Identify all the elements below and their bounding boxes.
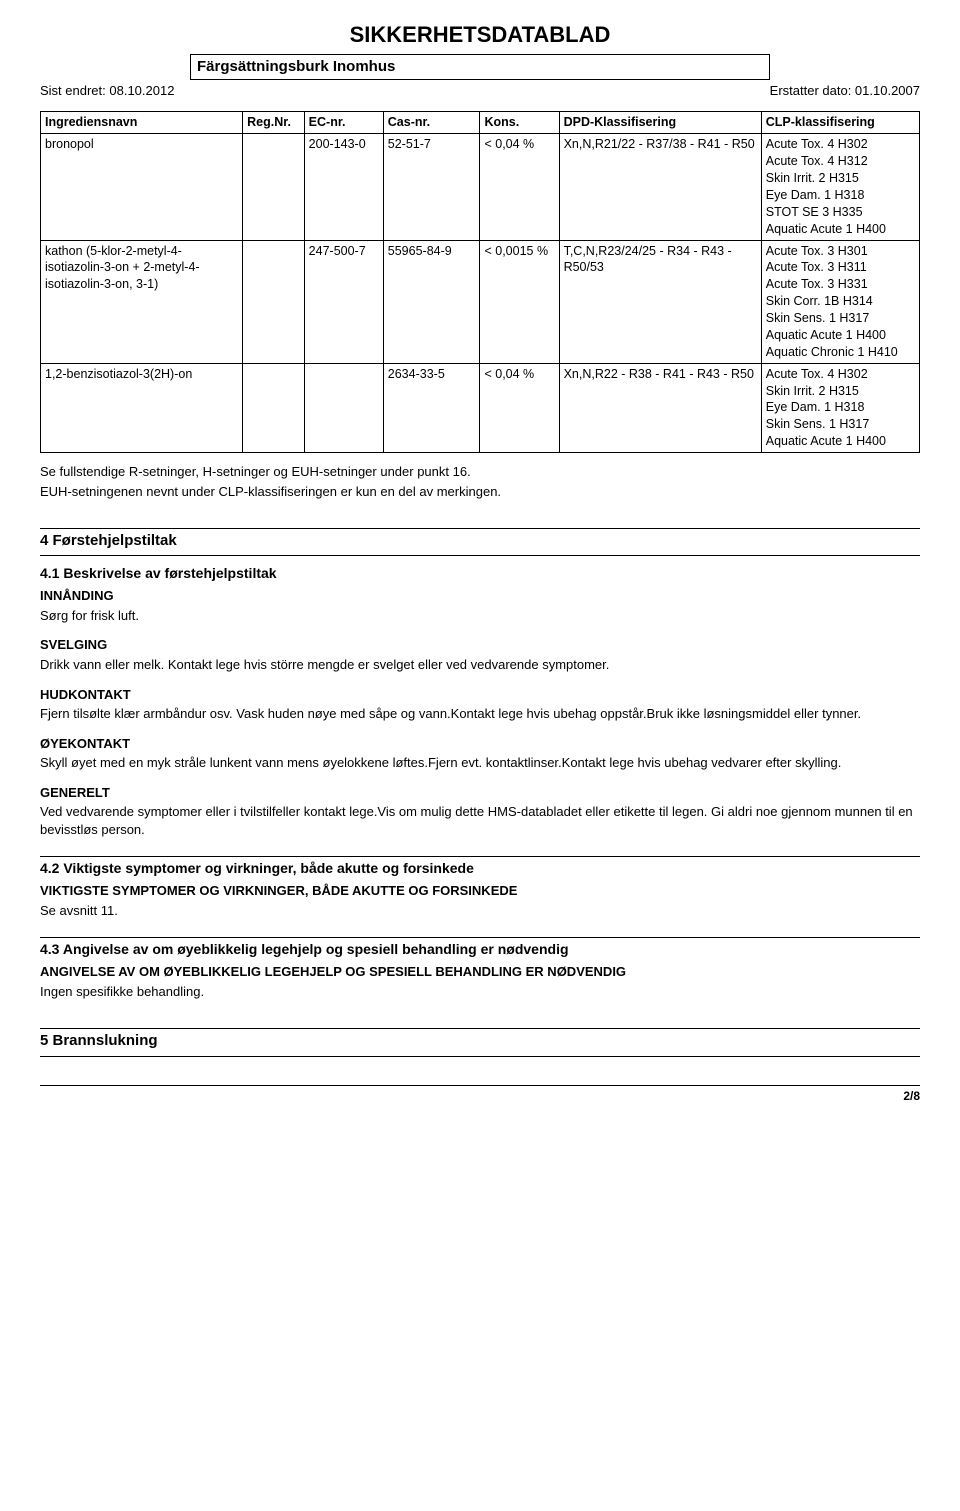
- table-cell-dpd: T,C,N,R23/24/25 - R34 - R43 - R50/53: [559, 240, 761, 363]
- divider: [40, 937, 920, 938]
- ingredients-table: Ingrediensnavn Reg.Nr. EC-nr. Cas-nr. Ko…: [40, 111, 920, 453]
- replaces-date: Erstatter dato: 01.10.2007: [770, 82, 920, 100]
- table-cell-reg: [243, 134, 305, 240]
- table-row: 1,2-benzisotiazol-3(2H)-on 2634-33-5< 0,0…: [41, 363, 920, 452]
- table-cell-kons: < 0,0015 %: [480, 240, 559, 363]
- document-title: SIKKERHETSDATABLAD: [40, 20, 920, 50]
- subtitle-box: Färgsättningsburk Inomhus: [190, 54, 770, 80]
- th-dpd: DPD-Klassifisering: [559, 112, 761, 134]
- generelt-heading: GENERELT: [40, 784, 920, 802]
- section-4-1-heading: 4.1 Beskrivelse av førstehjelpstiltak: [40, 564, 920, 583]
- innanding-heading: INNÅNDING: [40, 587, 920, 605]
- table-header-row: Ingrediensnavn Reg.Nr. EC-nr. Cas-nr. Ko…: [41, 112, 920, 134]
- th-clp: CLP-klassifisering: [761, 112, 919, 134]
- table-cell-clp: Acute Tox. 4 H302Skin Irrit. 2 H315Eye D…: [761, 363, 919, 452]
- product-name: Färgsättningsburk Inomhus: [197, 58, 395, 75]
- table-cell-clp: Acute Tox. 3 H301Acute Tox. 3 H311Acute …: [761, 240, 919, 363]
- table-cell-name: kathon (5-klor-2-metyl-4-isotiazolin-3-o…: [41, 240, 243, 363]
- section-4-2-sub: VIKTIGSTE SYMPTOMER OG VIRKNINGER, BÅDE …: [40, 882, 920, 900]
- table-cell-ec: 247-500-7: [304, 240, 383, 363]
- table-cell-dpd: Xn,N,R21/22 - R37/38 - R41 - R50: [559, 134, 761, 240]
- th-ec: EC-nr.: [304, 112, 383, 134]
- section-4-3-body: Ingen spesifikke behandling.: [40, 983, 920, 1001]
- section-4-2-heading: 4.2 Viktigste symptomer og virkninger, b…: [40, 859, 920, 878]
- innanding-text: Sørg for frisk luft.: [40, 607, 920, 625]
- divider: [40, 1056, 920, 1057]
- generelt-text: Ved vedvarende symptomer eller i tvilsti…: [40, 803, 920, 838]
- table-note-1: Se fullstendige R-setninger, H-setninger…: [40, 463, 920, 481]
- table-cell-cas: 55965-84-9: [383, 240, 480, 363]
- table-cell-ec: 200-143-0: [304, 134, 383, 240]
- oyekontakt-text: Skyll øyet med en myk stråle lunkent van…: [40, 754, 920, 772]
- table-cell-cas: 2634-33-5: [383, 363, 480, 452]
- divider: [40, 555, 920, 556]
- last-changed: Sist endret: 08.10.2012: [40, 82, 174, 100]
- table-cell-reg: [243, 363, 305, 452]
- page-number: 2/8: [40, 1085, 920, 1104]
- dates-row: Sist endret: 08.10.2012 Erstatter dato: …: [40, 82, 920, 100]
- table-cell-cas: 52-51-7: [383, 134, 480, 240]
- table-note-2: EUH-setningenen nevnt under CLP-klassifi…: [40, 483, 920, 501]
- table-cell-name: 1,2-benzisotiazol-3(2H)-on: [41, 363, 243, 452]
- table-cell-name: bronopol: [41, 134, 243, 240]
- th-name: Ingrediensnavn: [41, 112, 243, 134]
- section-4-heading: 4 Førstehjelpstiltak: [40, 529, 920, 553]
- hudkontakt-heading: HUDKONTAKT: [40, 686, 920, 704]
- section-4-2-body: Se avsnitt 11.: [40, 902, 920, 920]
- table-cell-kons: < 0,04 %: [480, 363, 559, 452]
- table-row: bronopol 200-143-052-51-7< 0,04 %Xn,N,R21…: [41, 134, 920, 240]
- hudkontakt-text: Fjern tilsølte klær armbåndur osv. Vask …: [40, 705, 920, 723]
- table-row: kathon (5-klor-2-metyl-4-isotiazolin-3-o…: [41, 240, 920, 363]
- table-cell-ec: [304, 363, 383, 452]
- table-cell-kons: < 0,04 %: [480, 134, 559, 240]
- svelging-text: Drikk vann eller melk. Kontakt lege hvis…: [40, 656, 920, 674]
- th-cas: Cas-nr.: [383, 112, 480, 134]
- section-4-3-sub: ANGIVELSE AV OM ØYEBLIKKELIG LEGEHJELP O…: [40, 963, 920, 981]
- svelging-heading: SVELGING: [40, 636, 920, 654]
- th-reg: Reg.Nr.: [243, 112, 305, 134]
- table-cell-dpd: Xn,N,R22 - R38 - R41 - R43 - R50: [559, 363, 761, 452]
- table-cell-reg: [243, 240, 305, 363]
- table-cell-clp: Acute Tox. 4 H302Acute Tox. 4 H312Skin I…: [761, 134, 919, 240]
- section-4-3-heading: 4.3 Angivelse av om øyeblikkelig legehje…: [40, 940, 920, 959]
- oyekontakt-heading: ØYEKONTAKT: [40, 735, 920, 753]
- divider: [40, 856, 920, 857]
- section-5-heading: 5 Brannslukning: [40, 1029, 920, 1053]
- th-kons: Kons.: [480, 112, 559, 134]
